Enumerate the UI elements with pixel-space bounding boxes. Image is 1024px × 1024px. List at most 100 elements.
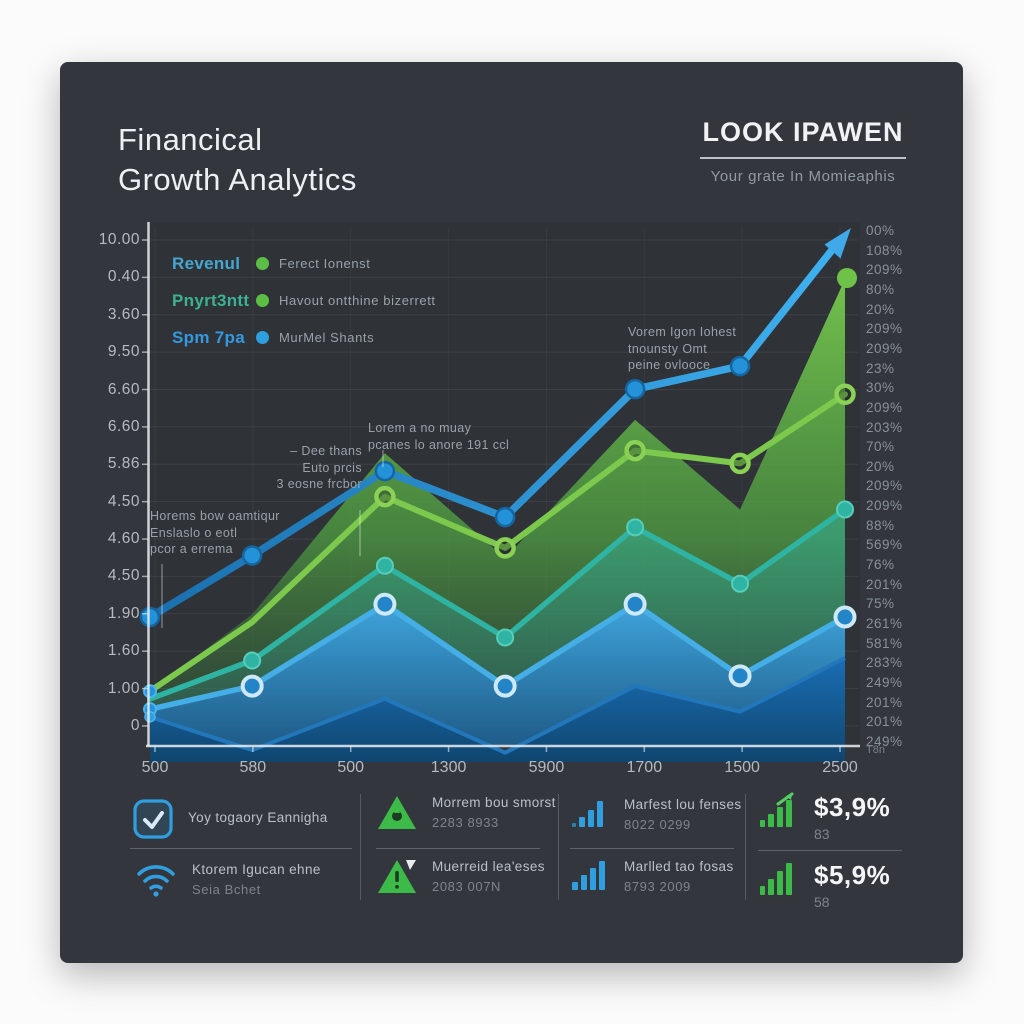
right-axis-label: 569% xyxy=(866,537,903,553)
annotation-line: Vorem Igon Iohest xyxy=(628,325,737,339)
y-axis-label: 4.50 xyxy=(107,567,140,585)
x-axis-label: 2500 xyxy=(822,759,858,776)
annotation-line: Enslaslo o eotl xyxy=(150,525,238,540)
right-axis-label: 261% xyxy=(866,616,903,631)
growth-bars-icon xyxy=(758,860,800,903)
kpi-market-2[interactable]: Marlled tao fosas 8793 2009 xyxy=(570,858,734,897)
legend-dot xyxy=(256,294,269,307)
x-axis-label: 500 xyxy=(337,759,365,776)
right-axis-label: 75% xyxy=(866,596,895,612)
kpi-label: Yoy togaory Eannigha xyxy=(188,810,328,825)
right-axis-label: 203% xyxy=(866,419,903,435)
annotation-line: – Dee thans xyxy=(290,444,362,458)
right-axis-label: 20% xyxy=(866,301,895,317)
kpi-column-1: Yoy togaory Eannigha Ktorem Igu xyxy=(128,790,354,905)
brand-tagline: Your grate In Momieaphis xyxy=(710,168,896,185)
kpi-label: Ktorem Igucan ehne xyxy=(192,862,321,877)
y-axis-label: 1.00 xyxy=(107,679,140,697)
annotation-line: tnounsty Omt xyxy=(628,341,708,356)
kpi-rate-2[interactable]: $5,9% 58 xyxy=(758,860,890,910)
kpi-rate-1[interactable]: $3,9% 83 xyxy=(758,792,890,842)
legend-name: Spm 7pa xyxy=(172,327,245,347)
kpi-sublabel: 2083 007N xyxy=(432,879,502,894)
kpi-network[interactable]: Ktorem Igucan ehne Seia Bchet xyxy=(134,860,321,903)
y-axis-label: 9.50 xyxy=(107,343,140,361)
brand-divider xyxy=(700,157,906,159)
x-axis-label: 1700 xyxy=(626,759,663,776)
legend-desc: MurMel Shants xyxy=(279,330,375,345)
legend-desc: Ferect Ionenst xyxy=(279,256,371,271)
dashboard-card: Financical Growth Analytics LOOK IPAWEN … xyxy=(60,62,963,963)
right-axis-label: 249% xyxy=(866,674,903,690)
y-axis-label: 5.86 xyxy=(107,455,140,473)
kpi-label: Marlled tao fosas xyxy=(624,859,734,874)
annotation-line: Euto prcis xyxy=(302,460,362,475)
right-axis-label: 80% xyxy=(866,281,895,297)
kpi-column-3: Marfest lou fenses 8022 0299 xyxy=(570,790,746,905)
kpi-alert-2[interactable]: Muerreid lea'eses 2083 007N xyxy=(376,858,545,901)
wifi-icon xyxy=(134,860,178,903)
kpi-column-4: $3,9% 83 $5,9% xyxy=(758,790,906,910)
kpi-divider xyxy=(376,848,540,849)
y-axis-label: 0.40 xyxy=(107,268,140,286)
kpi-value: $3,9% xyxy=(814,792,891,822)
legend-item-revenul[interactable]: Revenul Ferect Ionenst xyxy=(172,245,436,282)
x-axis-label: 1300 xyxy=(430,759,467,776)
right-axis-label: 00% xyxy=(866,223,895,238)
right-axis-label: 23% xyxy=(866,360,895,376)
y-axis-label: 6.60 xyxy=(107,417,140,435)
legend-dot xyxy=(256,331,269,344)
kpi-alert-1[interactable]: Morrem bou smorst 2283 8933 xyxy=(376,794,556,837)
right-axis-label: 201% xyxy=(866,714,903,730)
annotation-line: pcanes lo anore 191 ccl xyxy=(368,437,510,452)
y-axis-label: 4.50 xyxy=(107,492,140,510)
kpi-earnings[interactable]: Yoy togaory Eannigha xyxy=(132,798,328,845)
brand-name: LOOK IPAWEN xyxy=(702,117,904,147)
right-axis-label: 209% xyxy=(866,478,903,494)
kpi-sublabel: 8793 2009 xyxy=(624,879,691,894)
right-axis-label: 108% xyxy=(866,242,903,258)
annotation-left: Horems bow oamtiqur Enslaslo o eotl pcor… xyxy=(150,508,280,558)
legend-item-pnyrt3ntt[interactable]: Pnyrt3ntt Havout ontthine bizerrett xyxy=(172,282,436,319)
kpi-sublabel: 2283 8933 xyxy=(432,815,499,830)
right-axis-label: 209% xyxy=(866,399,903,415)
kpi-label: Marfest lou fenses xyxy=(624,797,742,812)
annotation-mid: – Dee thans Euto prcis 3 eosne frcbor xyxy=(274,443,362,493)
warning-triangle-icon xyxy=(376,858,418,901)
kpi-value: $5,9% xyxy=(814,860,891,890)
page-title: Financical Growth Analytics xyxy=(118,120,357,200)
kpi-market-1[interactable]: Marfest lou fenses 8022 0299 xyxy=(570,796,742,835)
kpi-column-divider xyxy=(745,794,746,900)
legend-item-spm7pa[interactable]: Spm 7pa MurMel Shants xyxy=(172,319,436,356)
x-axis-label: 1500 xyxy=(724,759,760,776)
y-axis-label: 1.60 xyxy=(107,642,140,660)
right-axis-label: 201% xyxy=(866,694,903,710)
kpi-divider xyxy=(130,848,352,849)
annotation-line: pcor a errema xyxy=(150,542,234,556)
annotation-line: Lorem a no muay xyxy=(368,421,472,435)
kpi-sublabel: Seia Bchet xyxy=(192,882,261,897)
right-axis-label: 30% xyxy=(866,380,895,396)
y-axis-label: 6.60 xyxy=(107,380,140,398)
right-axis-label: 209% xyxy=(866,498,903,514)
kpi-label: Muerreid lea'eses xyxy=(432,859,545,874)
legend-dot xyxy=(256,257,269,270)
right-axis-label: 88% xyxy=(866,517,895,533)
right-axis-label: 20% xyxy=(866,458,895,474)
x-axis-label: 580 xyxy=(239,759,267,776)
right-axis-label: 76% xyxy=(866,557,895,573)
annotation-line: peine ovlooce xyxy=(628,358,711,372)
growth-bars-icon xyxy=(758,792,800,835)
y-axis-label: 0 xyxy=(130,716,140,734)
annotation-line: Horems bow oamtiqur xyxy=(150,509,280,523)
kpi-column-2: Morrem bou smorst 2283 8933 xyxy=(376,790,555,905)
growth-chart[interactable] xyxy=(60,62,963,963)
bar-chart-icon xyxy=(570,796,610,835)
y-axis-label: 4.60 xyxy=(107,530,140,548)
legend-name: Pnyrt3ntt xyxy=(172,290,250,310)
check-square-icon xyxy=(132,798,174,845)
brand-block: LOOK IPAWEN Your grate In Momieaphis xyxy=(700,117,906,185)
kpi-sub: 58 xyxy=(814,894,830,910)
right-axis-label: 581% xyxy=(866,635,903,651)
